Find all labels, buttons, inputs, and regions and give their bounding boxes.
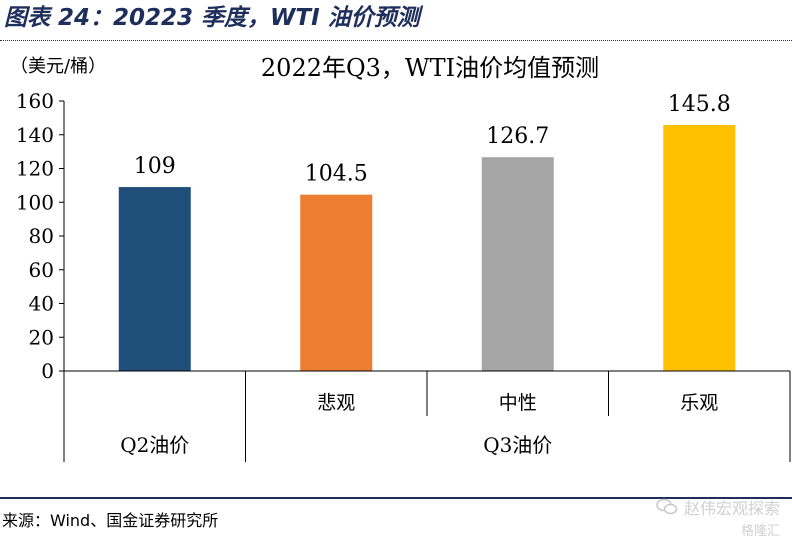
figure-title: 图表 24：20223 季度，WTI 油价预测 bbox=[4, 5, 420, 31]
y-tick-label: 60 bbox=[29, 258, 54, 282]
x-group-label: Q3油价 bbox=[483, 433, 552, 457]
bars: 109 104.5 126.7 145.8 bbox=[118, 92, 736, 372]
x-tick-label: 悲观 bbox=[317, 392, 355, 414]
y-axis-label: （美元/桶） bbox=[10, 56, 106, 77]
y-tick-label: 120 bbox=[16, 157, 54, 181]
bar bbox=[481, 157, 554, 371]
source-note: 来源：Wind、国金证券研究所 bbox=[2, 511, 219, 530]
y-axis: 0 20 40 60 80 100 120 140 160 bbox=[16, 89, 65, 383]
title-divider bbox=[0, 40, 792, 41]
x-group-label: Q2油价 bbox=[120, 433, 189, 457]
y-tick-label: 100 bbox=[16, 190, 54, 214]
y-tick-label: 0 bbox=[41, 359, 54, 383]
footer-divider bbox=[0, 497, 792, 499]
bar bbox=[118, 187, 191, 371]
x-tick-label: 中性 bbox=[499, 392, 537, 414]
bar bbox=[300, 194, 373, 371]
y-tick-label: 40 bbox=[29, 292, 54, 316]
watermark-account: 赵伟宏观探索 bbox=[683, 499, 780, 518]
data-label: 104.5 bbox=[305, 162, 368, 187]
x-axis: 悲观 中性 乐观 Q2油价 Q3油价 bbox=[63, 370, 791, 462]
y-tick-label: 140 bbox=[16, 123, 54, 147]
data-label: 145.8 bbox=[668, 92, 731, 117]
data-label: 109 bbox=[134, 154, 176, 179]
y-tick-label: 20 bbox=[29, 325, 54, 349]
x-tick-label: 乐观 bbox=[680, 392, 718, 414]
watermark: 赵伟宏观探索 格隆汇 bbox=[656, 495, 780, 539]
bar bbox=[663, 124, 736, 372]
wechat-icon bbox=[656, 498, 678, 515]
data-label: 126.7 bbox=[486, 124, 549, 149]
bar-chart: 2022年Q3，WTI油价均值预测 （美元/桶） 0 20 40 60 80 100 120… bbox=[10, 54, 791, 462]
chart-title: 2022年Q3，WTI油价均值预测 bbox=[261, 54, 599, 82]
y-tick-label: 80 bbox=[29, 224, 54, 248]
y-tick-label: 160 bbox=[16, 89, 54, 113]
watermark-brand: 格隆汇 bbox=[740, 524, 780, 539]
